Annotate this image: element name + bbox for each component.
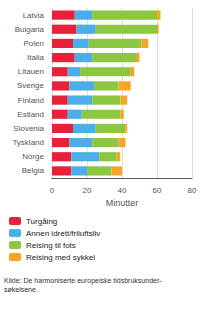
- svg-text:Annen idrett/friluftsliv: Annen idrett/friluftsliv: [26, 229, 100, 238]
- svg-text:80: 80: [188, 186, 197, 195]
- svg-text:Litauen: Litauen: [18, 67, 44, 76]
- svg-text:Estland: Estland: [17, 110, 44, 119]
- svg-text:søkelsene.: søkelsene.: [4, 286, 38, 293]
- svg-text:Italia: Italia: [27, 53, 44, 62]
- svg-text:Minutter: Minutter: [106, 198, 139, 208]
- svg-text:0: 0: [50, 186, 55, 195]
- svg-text:Reising til fots: Reising til fots: [26, 241, 76, 250]
- svg-text:Latvia: Latvia: [23, 11, 45, 20]
- svg-text:20: 20: [83, 186, 92, 195]
- svg-text:Finland: Finland: [18, 96, 44, 105]
- svg-text:Sverige: Sverige: [17, 81, 45, 90]
- svg-text:40: 40: [118, 186, 127, 195]
- svg-text:Norge: Norge: [22, 152, 44, 161]
- svg-text:Bulgaria: Bulgaria: [15, 25, 45, 34]
- svg-text:Slovenia: Slovenia: [13, 124, 44, 133]
- svg-text:Tyskland: Tyskland: [12, 138, 44, 147]
- svg-text:60: 60: [153, 186, 162, 195]
- svg-text:Polen: Polen: [24, 39, 44, 48]
- svg-text:Kilde: De harmoniserte europei: Kilde: De harmoniserte europeiske tidsbr…: [4, 277, 162, 285]
- svg-text:Turgåing: Turgåing: [26, 217, 57, 226]
- svg-text:Reising med sykkel: Reising med sykkel: [26, 253, 95, 262]
- svg-text:Belgia: Belgia: [22, 166, 45, 175]
